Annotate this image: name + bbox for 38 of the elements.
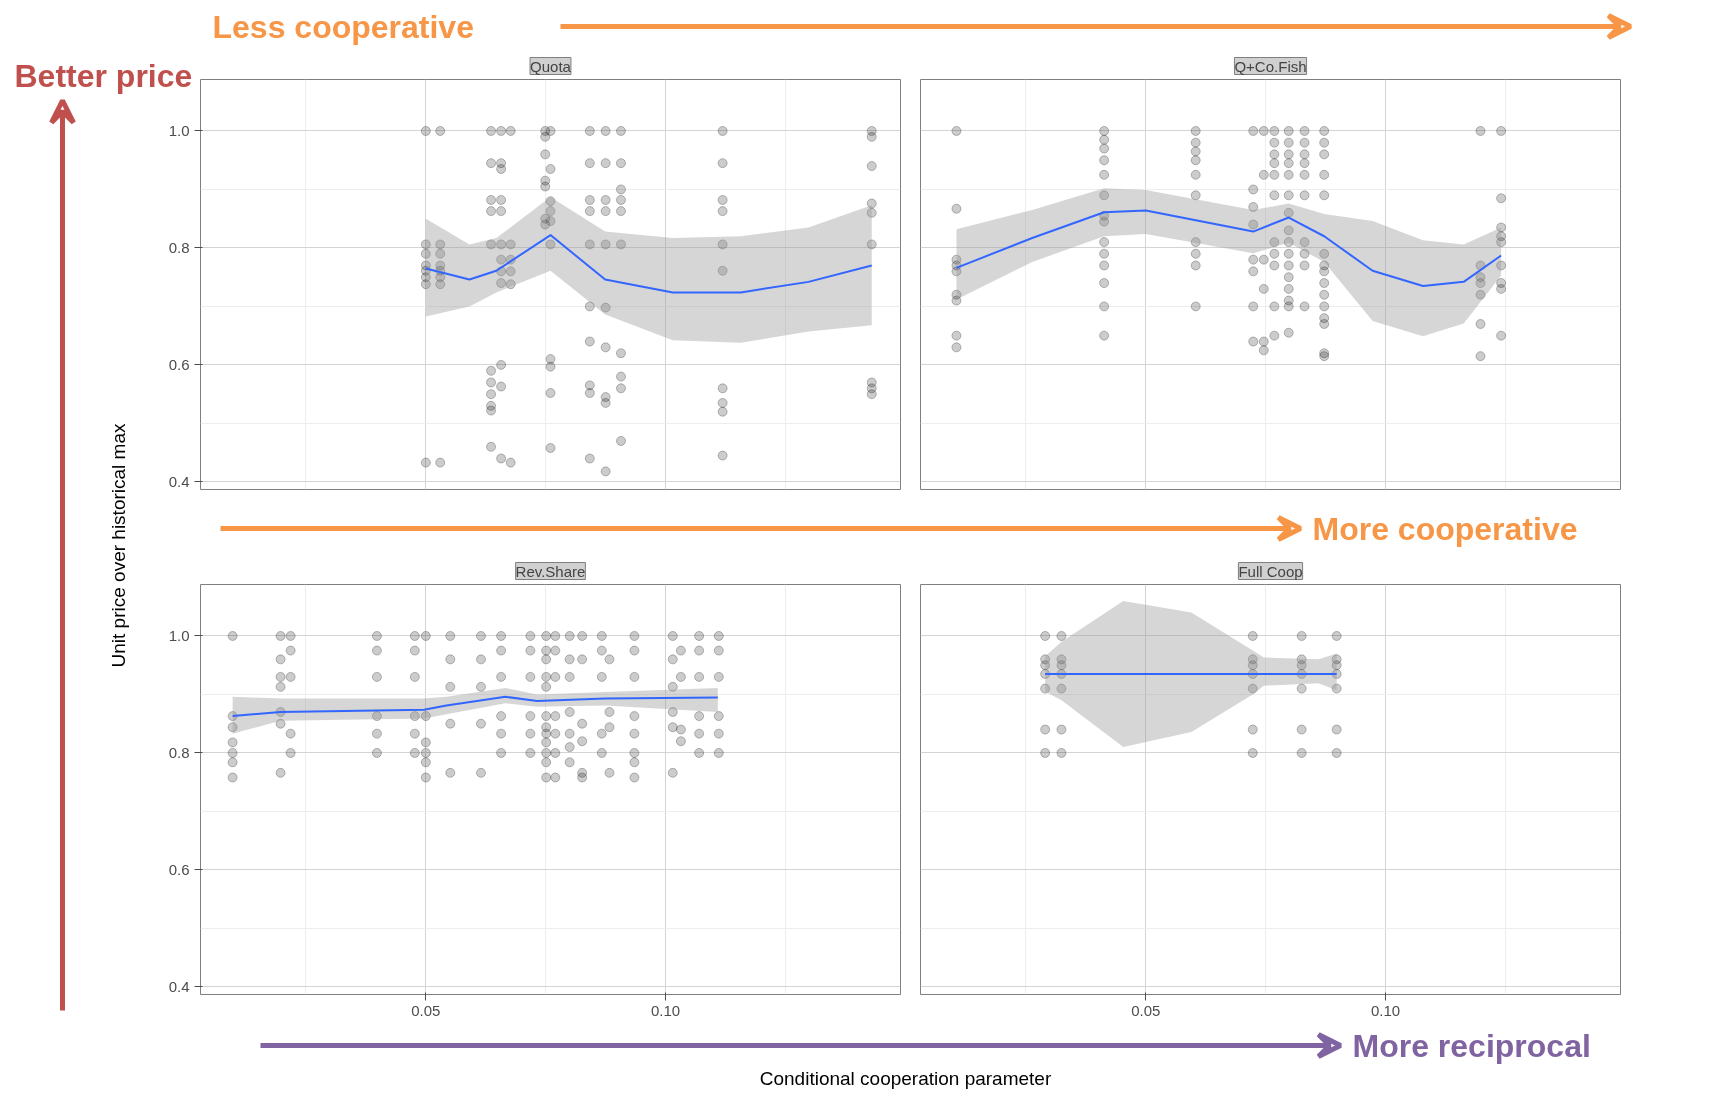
x-tick-label: 0.10 <box>650 1001 681 1019</box>
chart-title: Full Coop <box>1238 562 1303 580</box>
y-tick-label: 1.0 <box>168 121 190 139</box>
x-tick-label: 0.05 <box>1131 1001 1161 1019</box>
point <box>1056 747 1067 758</box>
point <box>1040 724 1051 735</box>
point <box>1247 630 1258 641</box>
point <box>1040 747 1051 758</box>
point <box>1056 630 1067 641</box>
point <box>1296 683 1307 694</box>
y-tick-label: 0.6 <box>168 860 190 878</box>
chart-title: Q+Co.Fish <box>1234 57 1307 75</box>
point <box>1331 724 1342 735</box>
x-tick-label: 0.05 <box>411 1001 441 1019</box>
text: More cooperative <box>1312 510 1578 547</box>
y-tick-label: 0.4 <box>168 977 190 995</box>
x-axis-title: Conditional cooperation parameter <box>759 1068 1052 1089</box>
point <box>1247 747 1258 758</box>
point <box>1247 724 1258 735</box>
y-tick-label: 0.6 <box>168 355 190 373</box>
y-axis-title: Unit price over historical max <box>108 423 129 668</box>
y-tick-label: 0.8 <box>168 238 190 256</box>
chart-title: Quota <box>530 57 572 75</box>
text: Better price <box>14 57 193 94</box>
y-tick-label: 0.8 <box>168 743 190 761</box>
point <box>1296 724 1307 735</box>
point <box>1296 747 1307 758</box>
point <box>1331 747 1342 758</box>
text: More reciprocal <box>1352 1027 1591 1064</box>
x-tick-label: 0.10 <box>1370 1001 1401 1019</box>
y-tick-label: 1.0 <box>168 626 190 644</box>
point <box>1040 630 1051 641</box>
point <box>1331 630 1342 641</box>
y-tick-label: 0.4 <box>168 472 190 490</box>
text: Less cooperative <box>212 8 474 45</box>
chart-title: Rev.Share <box>515 562 586 580</box>
point <box>1296 630 1307 641</box>
point <box>1056 724 1067 735</box>
